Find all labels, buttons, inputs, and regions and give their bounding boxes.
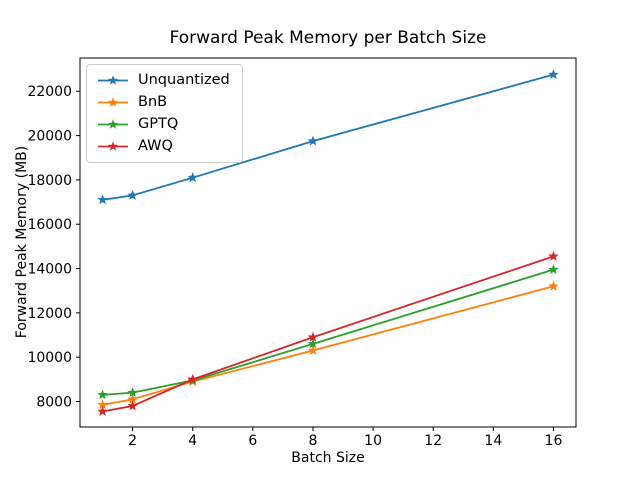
x-tick-label: 2 [128, 433, 137, 449]
star-marker-icon [97, 399, 108, 410]
x-tick-label: 16 [545, 433, 563, 449]
y-tick-label: 10000 [27, 350, 72, 366]
star-marker-icon [548, 250, 559, 261]
x-tick-label: 6 [248, 433, 257, 449]
star-marker-icon [127, 400, 138, 411]
legend-line-star-icon [98, 75, 128, 85]
x-tick-label: 14 [484, 433, 502, 449]
y-tick-label: 12000 [27, 306, 72, 322]
y-axis-label: Forward Peak Memory (MB) [14, 145, 30, 339]
y-tick-label: 20000 [27, 129, 72, 145]
star-marker-icon [187, 172, 198, 183]
chart-title: Forward Peak Memory per Batch Size [169, 28, 487, 48]
legend-entry-bnb: BnB [97, 95, 230, 110]
legend-entry-label: GPTQ [138, 116, 179, 132]
y-tick-label: 8000 [36, 395, 72, 411]
x-tick-label: 10 [364, 433, 382, 449]
legend-line-star-icon [98, 119, 128, 129]
legend: Unquantized BnB GPTQ AWQ [86, 64, 243, 163]
legend-entry-unquantized: Unquantized [97, 73, 230, 88]
star-marker-icon [97, 405, 108, 416]
star-marker-icon [307, 135, 319, 146]
star-marker-icon [307, 331, 319, 342]
legend-entry-label: BnB [138, 94, 168, 110]
legend-entry-label: Unquantized [138, 72, 230, 88]
x-axis: 2 4 6 8 10 12 14 16 [128, 427, 562, 449]
star-marker-icon [97, 389, 108, 400]
x-tick-label: 4 [188, 433, 197, 449]
x-tick-label: 8 [309, 433, 318, 449]
series-unquantized [97, 69, 559, 205]
y-tick-label: 22000 [27, 84, 72, 100]
series-awq [97, 250, 559, 416]
y-axis: 8000 10000 12000 14000 16000 18000 20000 22000 [27, 84, 80, 411]
star-marker-icon [548, 280, 559, 291]
star-marker-icon [97, 194, 108, 205]
star-marker-icon [127, 387, 138, 398]
star-marker-icon [548, 264, 559, 275]
y-tick-label: 16000 [27, 217, 72, 233]
legend-entry-gptq: GPTQ [97, 117, 230, 132]
x-tick-label: 12 [424, 433, 442, 449]
y-tick-label: 18000 [27, 173, 72, 189]
star-marker-icon [307, 345, 319, 355]
star-marker-icon [127, 189, 138, 200]
star-marker-icon [187, 373, 198, 384]
axes-spines [79, 57, 577, 428]
legend-entry-label: AWQ [138, 138, 173, 154]
legend-entry-awq: AWQ [97, 139, 230, 154]
series-line [102, 285, 554, 406]
star-marker-icon [307, 338, 319, 349]
legend-line-star-icon [98, 97, 128, 107]
star-marker-icon [548, 69, 559, 80]
x-axis-label: Batch Size [291, 450, 365, 466]
y-tick-label: 14000 [27, 262, 72, 278]
legend-line-star-icon [98, 141, 128, 151]
star-marker-icon [127, 393, 138, 404]
